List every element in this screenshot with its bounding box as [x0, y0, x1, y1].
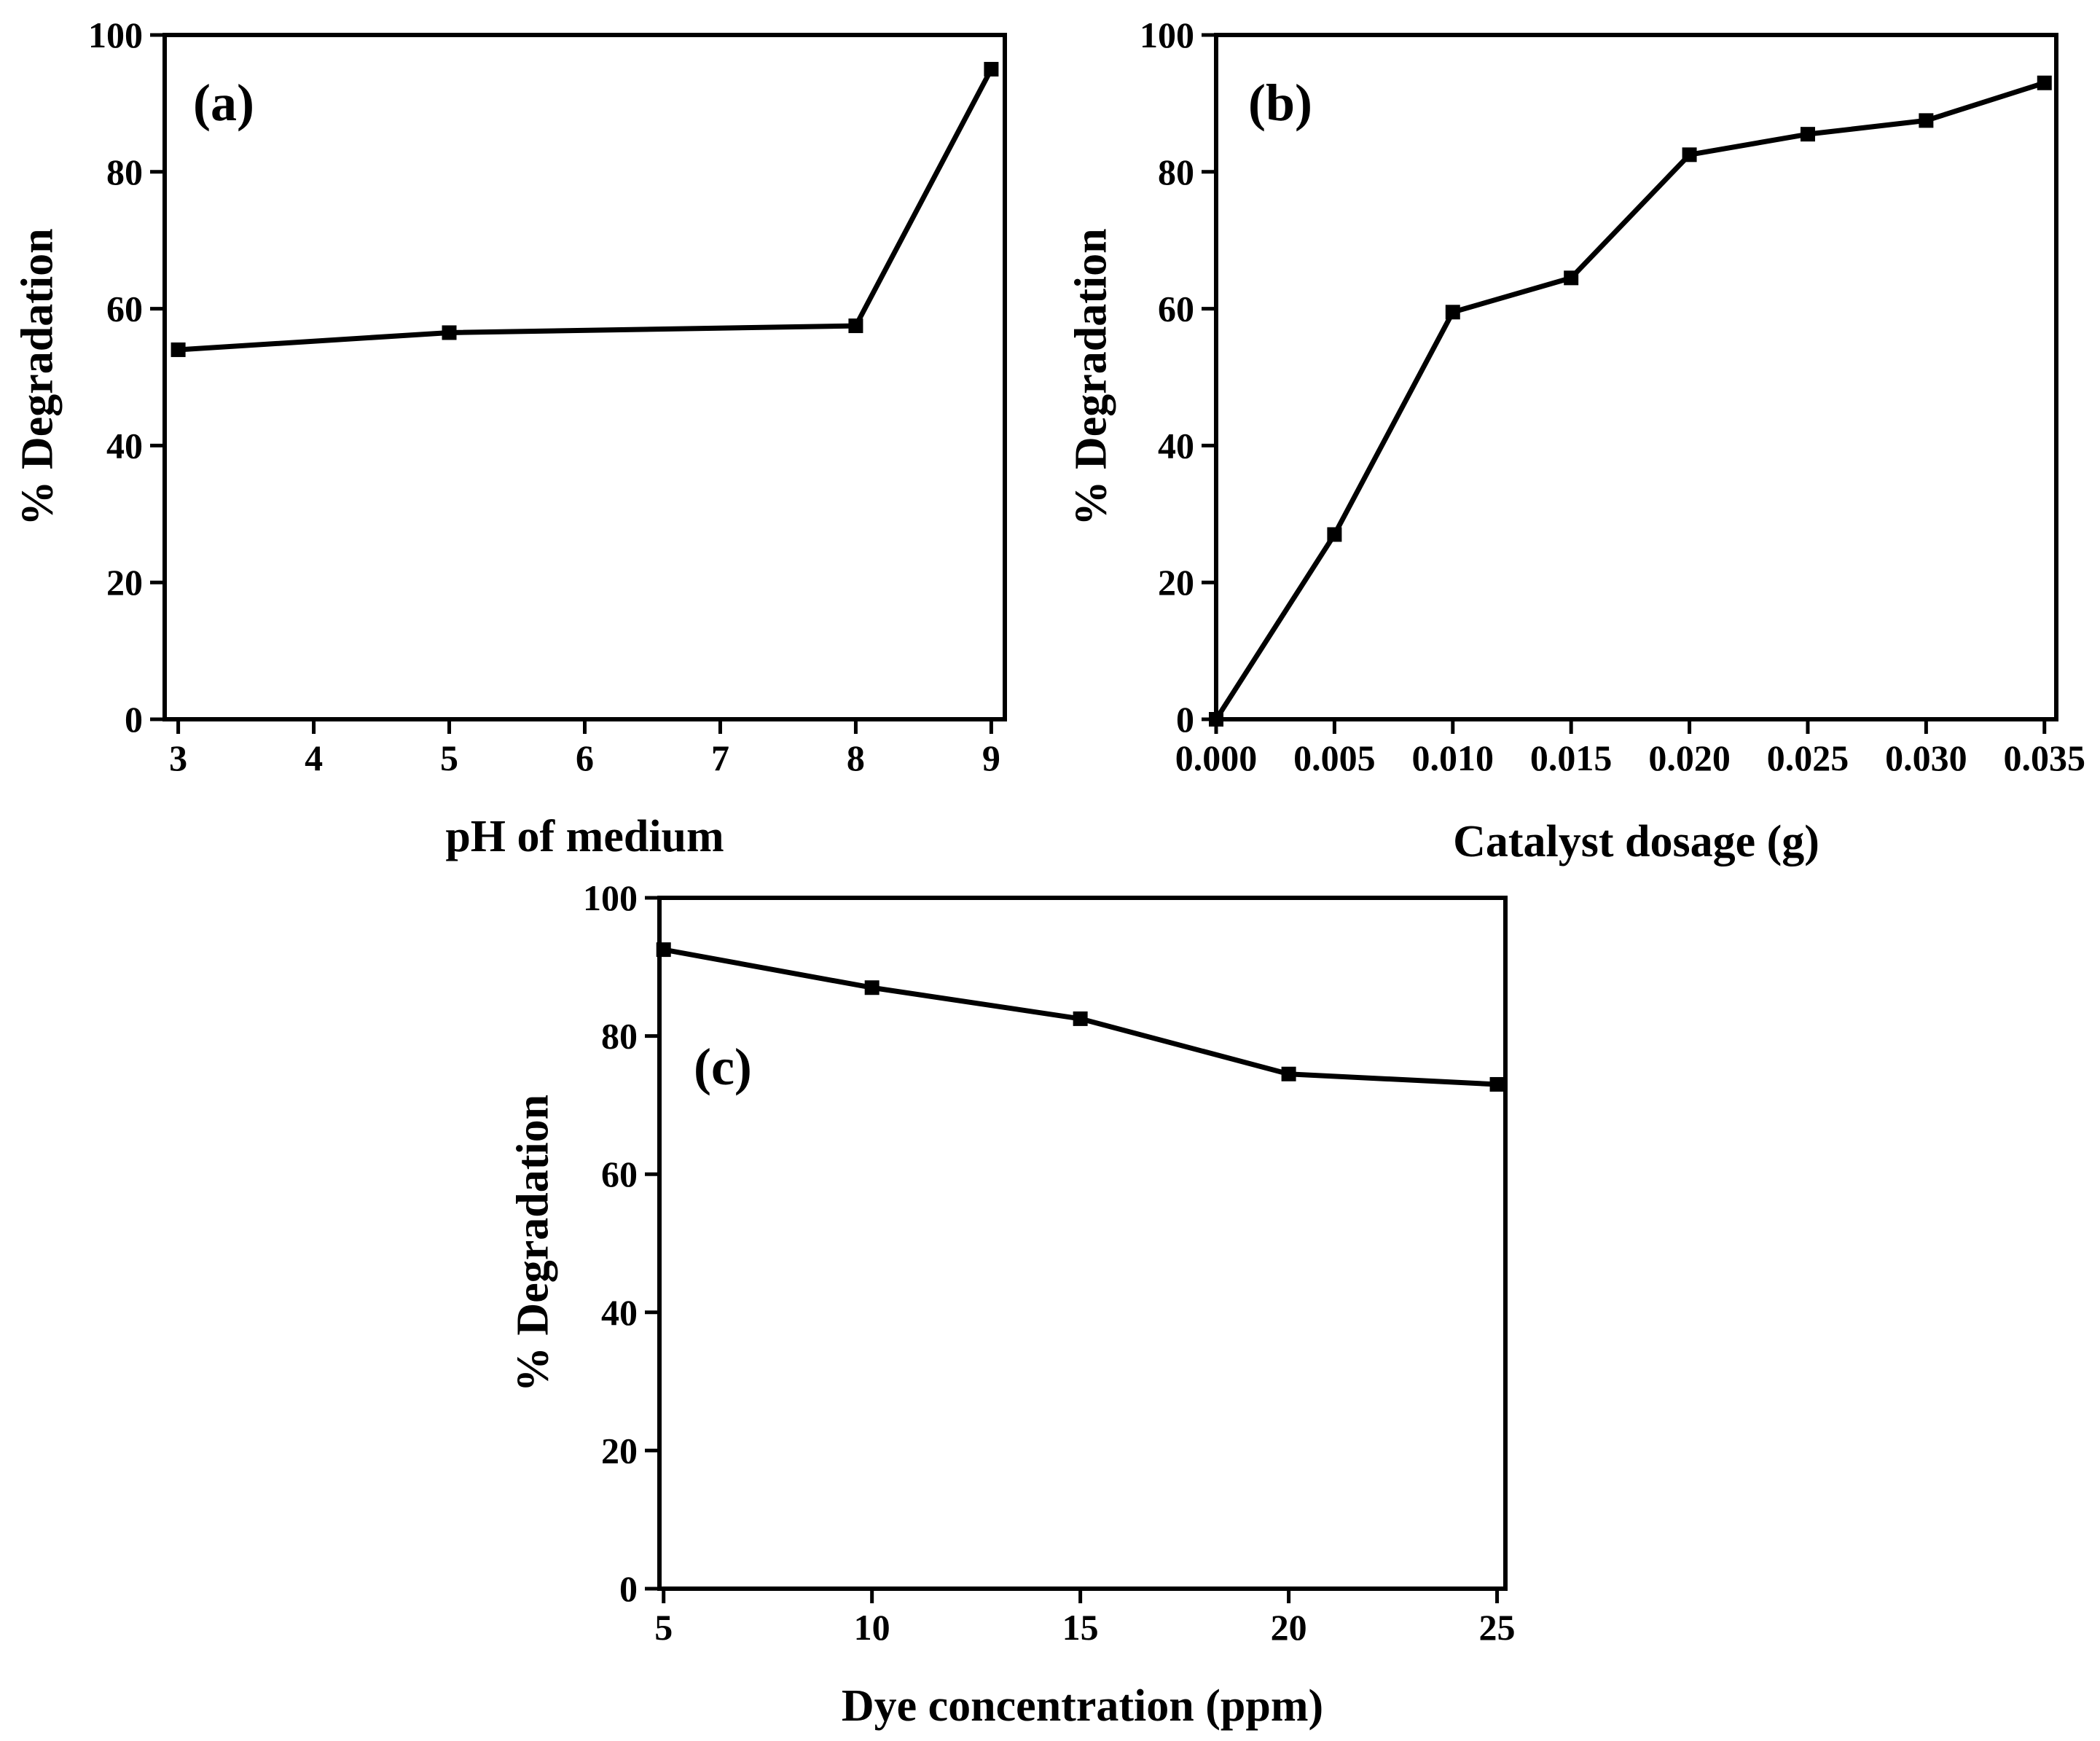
y-axis-title-c: % Degradation [509, 1095, 558, 1392]
y-axis-title-b: % Degradation [1067, 228, 1116, 525]
x-tick-label-b: 0.030 [1885, 738, 1967, 778]
x-tick-label-a: 5 [440, 738, 458, 778]
x-tick-label-c: 20 [1271, 1607, 1307, 1648]
plot-frame-c [657, 896, 1508, 1591]
y-tick-label-a: 20 [106, 562, 143, 603]
chart-panel-b: 0 20 40 60 80 100 0.000 0.005 0.010 0.015 0.020 0.0… [1067, 15, 2085, 866]
x-tick-label-b: 0.000 [1175, 738, 1258, 778]
x-axis-title-b: Catalyst dosage (g) [1453, 817, 1819, 866]
panel-label-a: (a) [193, 74, 254, 132]
data-point-c [1073, 1011, 1088, 1026]
x-tick-label-c: 15 [1062, 1607, 1099, 1648]
y-tick-label-b: 0 [1176, 699, 1194, 740]
panel-label-b: (b) [1248, 74, 1312, 132]
y-tick-label-c: 60 [601, 1154, 638, 1194]
chart-panel-a: 0 20 40 60 80 100 3 4 5 6 7 8 9 pH of medium % Degrada… [13, 15, 1007, 861]
series-line-a [178, 68, 994, 353]
x-tick-label-b: 0.015 [1530, 738, 1613, 778]
y-tick-label-a: 60 [106, 289, 143, 329]
x-axis-title-c: Dye concentration (ppm) [842, 1681, 1323, 1731]
x-tick-label-c: 10 [854, 1607, 890, 1648]
y-tick-label-a: 0 [125, 699, 143, 740]
x-tick-label-c: 5 [654, 1607, 673, 1648]
data-point-b [1564, 270, 1579, 286]
y-tick-label-b: 40 [1158, 425, 1194, 466]
x-tick-label-b: 0.020 [1648, 738, 1731, 778]
data-point-a [171, 342, 186, 357]
data-point-b [1445, 305, 1460, 320]
data-point-b [1682, 147, 1697, 163]
x-tick-label-a: 9 [982, 738, 1000, 778]
data-point-b [1327, 527, 1342, 542]
data-point-a [848, 318, 863, 334]
x-tick-label-c: 25 [1479, 1607, 1516, 1648]
data-point-c [864, 980, 879, 995]
data-point-b [2037, 75, 2052, 90]
y-tick-label-c: 80 [601, 1016, 638, 1057]
y-tick-label-c: 100 [583, 877, 638, 918]
x-axis-title-a: pH of medium [445, 812, 724, 861]
panel-label-c: (c) [694, 1038, 752, 1096]
y-tick-label-b: 80 [1158, 152, 1194, 192]
x-tick-label-a: 4 [305, 738, 323, 778]
data-point-b [1800, 127, 1815, 142]
y-tick-label-c: 0 [619, 1568, 638, 1609]
y-tick-label-a: 40 [106, 425, 143, 466]
data-point-b [1919, 113, 1934, 128]
data-point-a [442, 325, 457, 340]
data-point-a [984, 61, 999, 77]
y-tick-label-c: 40 [601, 1292, 638, 1333]
y-axis-title-a: % Degradation [13, 228, 63, 525]
plot-frame-b [1214, 33, 2058, 721]
data-point-b [1209, 712, 1223, 727]
x-tick-label-b: 0.025 [1767, 738, 1849, 778]
plot-frame-a [162, 33, 1007, 721]
x-tick-label-b: 0.035 [2004, 738, 2086, 778]
data-point-c [656, 942, 671, 958]
y-tick-label-a: 100 [88, 15, 143, 55]
y-tick-label-b: 20 [1158, 562, 1194, 603]
x-tick-label-a: 6 [576, 738, 594, 778]
y-tick-label-b: 60 [1158, 289, 1194, 329]
series-line-b [1214, 80, 2045, 721]
chart-panel-c: 0 20 40 60 80 100 5 10 15 20 25 Dye concentration (… [509, 877, 1516, 1731]
x-tick-label-a: 3 [169, 738, 187, 778]
data-point-c [1489, 1076, 1505, 1092]
data-point-c [1281, 1066, 1296, 1081]
y-tick-label-b: 100 [1140, 15, 1194, 55]
y-tick-label-c: 20 [601, 1430, 638, 1471]
x-tick-label-a: 7 [711, 738, 729, 778]
x-tick-label-a: 8 [847, 738, 865, 778]
x-tick-label-b: 0.005 [1293, 738, 1376, 778]
y-tick-label-a: 80 [106, 152, 143, 192]
x-tick-label-b: 0.010 [1412, 738, 1494, 778]
